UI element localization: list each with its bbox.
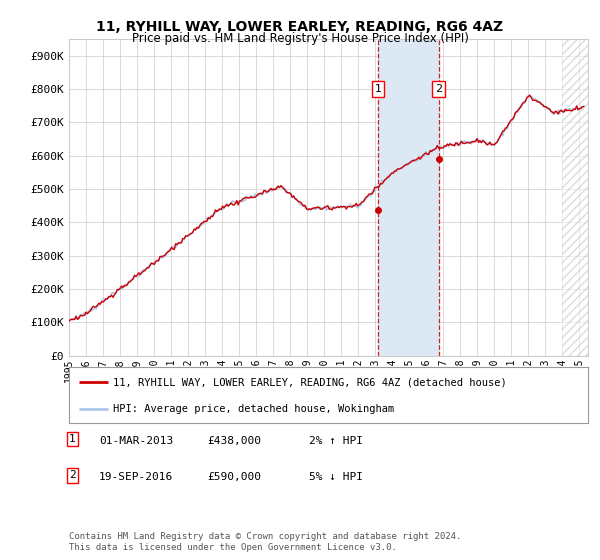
Text: 2% ↑ HPI: 2% ↑ HPI bbox=[309, 436, 363, 446]
Text: 11, RYHILL WAY, LOWER EARLEY, READING, RG6 4AZ (detached house): 11, RYHILL WAY, LOWER EARLEY, READING, R… bbox=[113, 377, 507, 388]
Text: £590,000: £590,000 bbox=[207, 472, 261, 482]
Text: 5% ↓ HPI: 5% ↓ HPI bbox=[309, 472, 363, 482]
Text: 01-MAR-2013: 01-MAR-2013 bbox=[99, 436, 173, 446]
Text: 11, RYHILL WAY, LOWER EARLEY, READING, RG6 4AZ: 11, RYHILL WAY, LOWER EARLEY, READING, R… bbox=[97, 20, 503, 34]
Bar bbox=[378, 39, 439, 356]
Bar bbox=[562, 39, 588, 356]
Text: Contains HM Land Registry data © Crown copyright and database right 2024.
This d: Contains HM Land Registry data © Crown c… bbox=[69, 532, 461, 552]
Text: HPI: Average price, detached house, Wokingham: HPI: Average price, detached house, Woki… bbox=[113, 404, 394, 414]
Text: 1: 1 bbox=[69, 434, 76, 444]
Text: 1: 1 bbox=[374, 84, 382, 94]
Text: 19-SEP-2016: 19-SEP-2016 bbox=[99, 472, 173, 482]
Text: 2: 2 bbox=[69, 470, 76, 480]
Text: 2: 2 bbox=[435, 84, 442, 94]
Text: Price paid vs. HM Land Registry's House Price Index (HPI): Price paid vs. HM Land Registry's House … bbox=[131, 32, 469, 45]
Text: £438,000: £438,000 bbox=[207, 436, 261, 446]
